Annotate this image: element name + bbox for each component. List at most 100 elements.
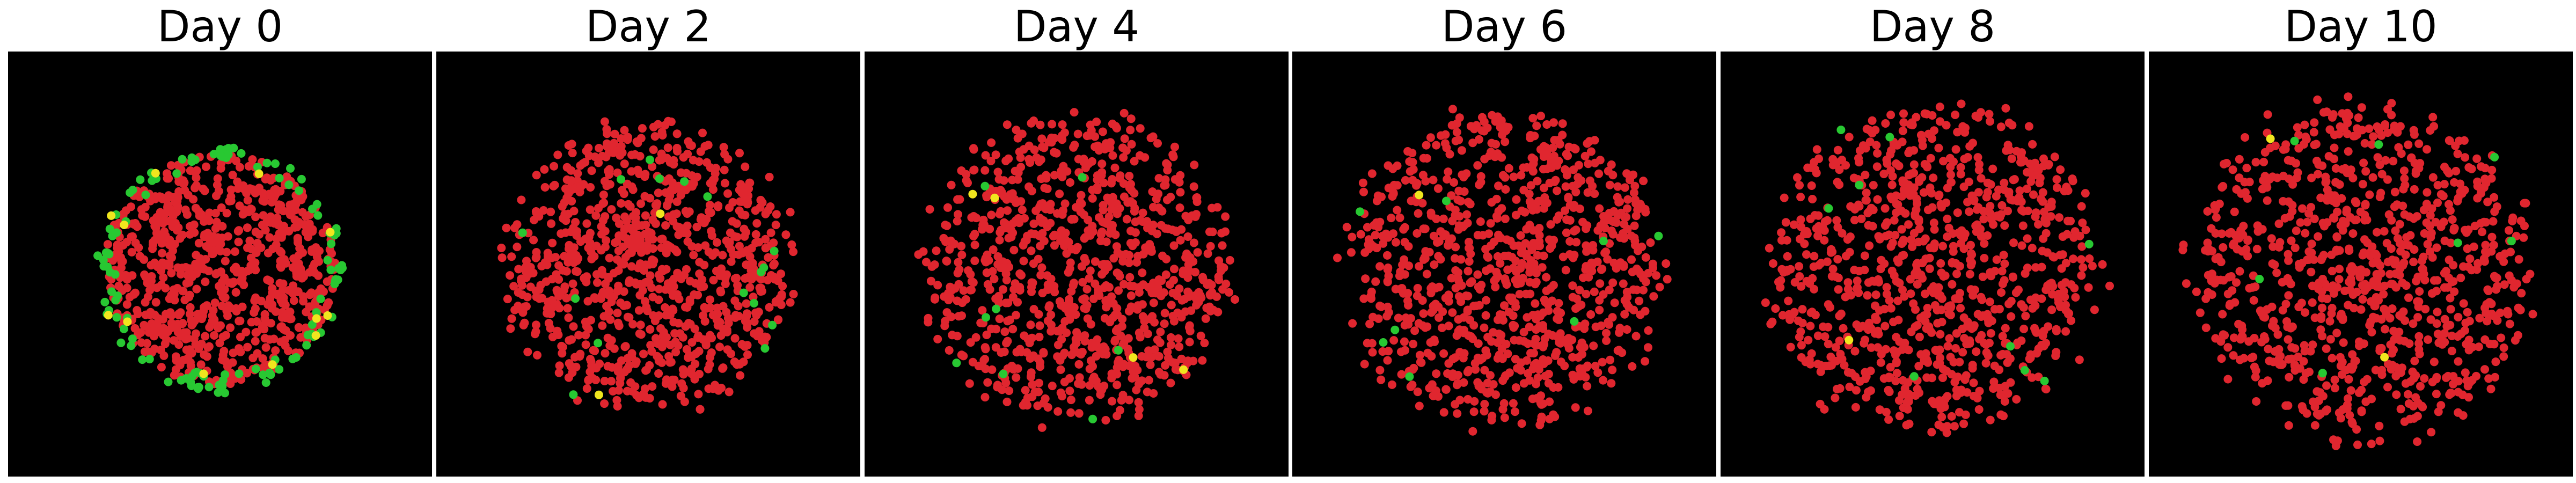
panel-day-8: Day 8 <box>1721 0 2145 483</box>
red-cell-dot <box>1383 277 1392 287</box>
red-cell-dot <box>1501 274 1510 283</box>
red-cell-dot <box>1912 205 1921 214</box>
red-cell-dot <box>1465 244 1474 253</box>
red-cell-dot <box>292 267 301 276</box>
red-cell-dot <box>1074 379 1083 388</box>
red-cell-dot <box>1463 395 1473 404</box>
red-cell-dot <box>1539 251 1548 260</box>
red-cell-dot <box>730 334 740 343</box>
red-cell-dot <box>781 230 791 239</box>
red-cell-dot <box>1526 256 1535 265</box>
red-cell-dot <box>1887 146 1896 155</box>
yellow-cell-dot <box>254 169 264 178</box>
red-cell-dot <box>1004 154 1013 163</box>
red-cell-dot <box>1447 191 1456 200</box>
red-cell-dot <box>2008 196 2017 205</box>
red-cell-dot <box>1498 405 1507 414</box>
red-cell-dot <box>208 311 217 320</box>
red-cell-dot <box>1563 151 1572 160</box>
red-cell-dot <box>1020 214 1029 223</box>
red-cell-dot <box>1342 223 1351 232</box>
red-cell-dot <box>1132 385 1141 394</box>
red-cell-dot <box>1832 216 1841 225</box>
red-cell-dot <box>1528 311 1538 320</box>
red-cell-dot <box>1413 284 1422 292</box>
red-cell-dot <box>590 293 599 302</box>
red-cell-dot <box>202 162 210 171</box>
yellow-cell-dot <box>1179 365 1188 374</box>
red-cell-dot <box>616 298 625 308</box>
red-cell-dot <box>654 295 663 304</box>
red-cell-dot <box>558 202 567 211</box>
red-cell-dot <box>1506 237 1515 246</box>
red-cell-dot <box>1535 224 1544 233</box>
red-cell-dot <box>1114 356 1123 365</box>
red-cell-dot <box>1771 304 1780 313</box>
red-cell-dot <box>1181 211 1190 221</box>
green-cell-dot <box>326 265 335 274</box>
red-cell-dot <box>1873 149 1882 158</box>
red-cell-dot <box>2037 294 2046 303</box>
red-cell-dot <box>1956 239 1965 248</box>
red-cell-dot <box>1999 185 2008 194</box>
red-cell-dot <box>2077 271 2086 280</box>
red-cell-dot <box>1473 161 1482 170</box>
red-cell-dot <box>147 261 156 270</box>
red-cell-dot <box>1919 188 1928 197</box>
red-cell-dot <box>229 348 238 357</box>
red-cell-dot <box>1855 146 1864 155</box>
red-cell-dot <box>730 232 739 241</box>
red-cell-dot <box>2428 113 2438 122</box>
red-cell-dot <box>2499 343 2508 352</box>
red-cell-dot <box>569 223 578 232</box>
red-cell-dot <box>1828 160 1838 170</box>
red-cell-dot <box>598 216 608 225</box>
red-cell-dot <box>167 253 176 262</box>
red-cell-dot <box>995 314 1004 324</box>
red-cell-dot <box>1392 238 1400 247</box>
red-cell-dot <box>2449 379 2458 389</box>
red-cell-dot <box>1571 304 1580 313</box>
red-cell-dot <box>590 152 599 162</box>
red-cell-dot <box>1154 203 1163 213</box>
red-cell-dot <box>289 296 298 305</box>
red-cell-dot <box>623 312 632 321</box>
red-cell-dot <box>553 150 562 159</box>
red-cell-dot <box>261 174 270 184</box>
red-cell-dot <box>1946 311 1955 319</box>
green-cell-dot <box>100 297 109 306</box>
red-cell-dot <box>2391 226 2400 235</box>
red-cell-dot <box>1454 186 1463 195</box>
red-cell-dot <box>1480 365 1489 375</box>
red-cell-dot <box>1443 175 1452 184</box>
red-cell-dot <box>2365 124 2374 133</box>
red-cell-dot <box>1093 341 1102 350</box>
red-cell-dot <box>1458 170 1467 179</box>
red-cell-dot <box>1893 296 1902 305</box>
red-cell-dot <box>1936 259 1945 268</box>
red-cell-dot <box>1006 190 1015 199</box>
red-cell-dot <box>2067 280 2076 289</box>
red-cell-dot <box>1950 422 1959 431</box>
red-cell-dot <box>1781 218 1790 227</box>
red-cell-dot <box>737 340 747 349</box>
red-cell-dot <box>297 274 306 283</box>
red-cell-dot <box>204 266 213 275</box>
red-cell-dot <box>1059 162 1068 171</box>
red-cell-dot <box>711 248 720 257</box>
red-cell-dot <box>228 171 237 180</box>
red-cell-dot <box>567 140 576 149</box>
red-cell-dot <box>1029 116 1038 125</box>
red-cell-dot <box>120 272 129 280</box>
red-cell-dot <box>2249 296 2258 305</box>
red-cell-dot <box>1426 133 1435 142</box>
red-cell-dot <box>1094 284 1103 294</box>
red-cell-dot <box>2301 229 2310 238</box>
red-cell-dot <box>1539 184 1548 193</box>
red-cell-dot <box>1549 151 1558 160</box>
red-cell-dot <box>296 333 305 342</box>
red-cell-dot <box>1143 246 1152 255</box>
red-cell-dot <box>1857 214 1866 223</box>
red-cell-dot <box>1876 358 1885 367</box>
red-cell-dot <box>1583 139 1592 148</box>
